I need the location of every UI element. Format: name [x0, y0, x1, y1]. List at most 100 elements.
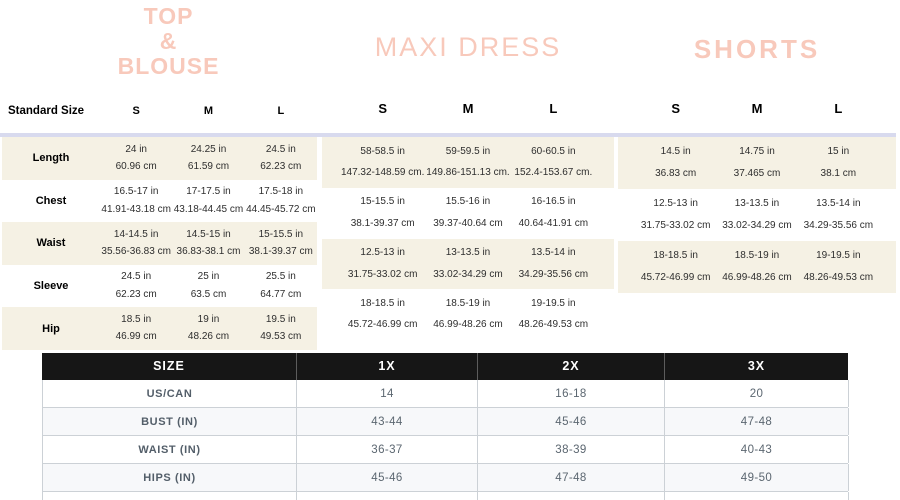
measurement-value: 60.96 cm — [115, 160, 157, 172]
measurement-value: 48.26 cm — [187, 331, 230, 343]
size-column-header: M — [203, 105, 214, 117]
measurement-cell: 17-17.5 in 43.18-44.45 cm — [172, 180, 244, 223]
plus-row-label: US/CAN — [43, 380, 297, 407]
measurement-value: 40.64-41.91 cm — [518, 217, 589, 229]
measurement-cell: 19-19.5 in 48.26-49.53 cm — [511, 289, 596, 340]
measurement-value: 19-19.5 in — [816, 250, 861, 261]
size-row: 12.5-13 in 31.75-33.02 cm 13-13.5 in 33.02-… — [322, 238, 614, 290]
size-row: 18-18.5 in 45.72-46.99 cm 18.5-19 in 46.99-… — [618, 241, 896, 293]
plus-value-cell — [478, 492, 665, 500]
size-row: 14.5 in 36.83 cm 14.75 in 37.465 cm 15 in 38.… — [618, 137, 896, 189]
size-column-header: M — [462, 101, 474, 116]
measurement-value: 46.99-48.26 cm — [433, 319, 503, 331]
size-column-header: S — [132, 105, 140, 117]
measurement-cell: 13.5-14 in 34.29-35.56 cm — [511, 239, 596, 290]
measurement-cell: 16-16.5 in 40.64-41.91 cm — [511, 188, 596, 239]
size-row: Chest 16.5-17 in 41.91-43.18 cm 17-17.5 in 4… — [2, 180, 317, 223]
plus-table-row-partial — [42, 492, 849, 500]
measurement-cell: 25.5 in 64.77 cm — [245, 265, 317, 308]
size-column-header: L — [277, 105, 285, 117]
measurement-cell: 18-18.5 in 45.72-46.99 cm — [635, 241, 716, 293]
row-label: Chest — [35, 194, 67, 207]
plus-value-cell: 43-44 — [297, 408, 478, 435]
measurement-cell: 15 in 38.1 cm — [798, 137, 879, 189]
top-blouse-title: TOP & BLOUSE — [61, 4, 276, 79]
plus-value-cell: 40-43 — [665, 436, 849, 463]
measurement-value: 18.5-19 in — [445, 297, 491, 309]
measurement-value: 17-17.5 in — [186, 186, 231, 198]
measurement-cell: 19-19.5 in 48.26-49.53 cm — [798, 241, 879, 293]
plus-value-cell: 45-46 — [297, 464, 478, 491]
size-row: Waist 14-14.5 in 35.56-36.83 cm 14.5-15 in 3… — [2, 222, 317, 265]
measurement-value: 33.02-34.29 cm — [433, 268, 503, 280]
measurement-value: 14.5-15 in — [186, 228, 231, 240]
size-column-header: M — [751, 101, 763, 116]
title-line: BLOUSE — [117, 53, 220, 79]
measurement-cell: 14-14.5 in 35.56-36.83 cm — [100, 222, 172, 265]
measurement-cell: 18.5-19 in 46.99-48.26 cm — [425, 289, 510, 340]
measurement-value: 45.72-46.99 cm — [640, 272, 711, 283]
measurement-value: 24 in — [125, 143, 147, 155]
measurement-value: 46.99-48.26 cm — [722, 272, 792, 283]
plus-table-header-row: SIZE 1X 2X 3X — [42, 353, 848, 380]
plus-column-header: 2X — [477, 353, 664, 380]
plus-value-cell: 45-46 — [478, 408, 665, 435]
measurement-value: 15 in — [827, 146, 850, 157]
measurement-value: 12.5-13 in — [360, 247, 405, 259]
measurement-value: 43.18-44.45 cm — [173, 203, 244, 215]
measurement-value: 34.29-35.56 cm — [518, 268, 589, 280]
measurement-cell: 19.5 in 49.53 cm — [245, 307, 317, 350]
measurement-cell: 60-60.5 in 152.4-153.67 cm. — [511, 137, 596, 188]
measurement-cell: 14.5-15 in 36.83-38.1 cm — [172, 222, 244, 265]
measurement-value: 35.56-36.83 cm — [101, 246, 171, 258]
measurement-cell: 18.5-19 in 46.99-48.26 cm — [716, 241, 797, 293]
measurement-cell: 58-58.5 in 147.32-148.59 cm. — [340, 137, 425, 188]
plus-row-label: HIPS (IN) — [43, 464, 297, 491]
measurement-value: 147.32-148.59 cm. — [340, 167, 425, 179]
measurement-value: 38.1-39.37 cm — [248, 246, 313, 258]
measurement-value: 60-60.5 in — [531, 145, 576, 157]
measurement-value: 16-16.5 in — [531, 196, 576, 208]
measurement-value: 34.29-35.56 cm — [803, 220, 874, 231]
size-header-row: Standard Size S M L — [2, 100, 317, 137]
plus-size-table: SIZE 1X 2X 3X US/CAN 14 16-18 20 BUST (IN) 43-44 4… — [42, 353, 849, 500]
plus-row-label: BUST (IN) — [43, 408, 297, 435]
size-row: 15-15.5 in 38.1-39.37 cm 15.5-16 in 39.37-4… — [322, 188, 614, 239]
measurement-value: 31.75-33.02 cm — [347, 268, 418, 280]
measurement-value: 61.59 cm — [187, 160, 230, 172]
measurement-cell: 12.5-13 in 31.75-33.02 cm — [340, 239, 425, 290]
measurement-cell: 15.5-16 in 39.37-40.64 cm — [425, 188, 510, 239]
measurement-value: 49.53 cm — [260, 331, 302, 343]
measurement-value: 33.02-34.29 cm — [722, 220, 792, 231]
measurement-cell: 13-13.5 in 33.02-34.29 cm — [425, 239, 510, 290]
row-label: Sleeve — [33, 280, 69, 293]
row-label: Length — [32, 152, 70, 165]
measurement-cell: 24.25 in 61.59 cm — [172, 137, 244, 180]
plus-value-cell: 14 — [297, 380, 478, 407]
plus-value-cell: 16-18 — [478, 380, 665, 407]
measurement-value: 15-15.5 in — [258, 228, 304, 240]
measurement-value: 64.77 cm — [260, 288, 302, 300]
maxi-dress-title: MAXI DRESS — [374, 32, 562, 62]
plus-value-cell: 38-39 — [478, 436, 665, 463]
measurement-cell: 19 in 48.26 cm — [172, 307, 244, 350]
plus-table-row: HIPS (IN) 45-46 47-48 49-50 — [42, 464, 849, 492]
measurement-cell: 17.5-18 in 44.45-45.72 cm — [245, 180, 317, 223]
measurement-cell: 15-15.5 in 38.1-39.37 cm — [340, 188, 425, 239]
plus-value-cell: 20 — [665, 380, 849, 407]
plus-table-row: BUST (IN) 43-44 45-46 47-48 — [42, 408, 849, 436]
measurement-cell: 24.5 in 62.23 cm — [100, 265, 172, 308]
size-row: 58-58.5 in 147.32-148.59 cm. 59-59.5 in 149… — [322, 137, 614, 188]
size-column-header: L — [549, 101, 558, 116]
measurement-value: 48.26-49.53 cm — [518, 319, 589, 331]
maxi-dress-table: S M L 58-58.5 in 147.32-148.59 cm. 59-59.5 in… — [322, 100, 614, 340]
measurement-value: 44.45-45.72 cm — [246, 203, 316, 215]
measurement-value: 39.37-40.64 cm — [433, 217, 503, 229]
tables-top-border — [0, 133, 896, 137]
row-label: Hip — [42, 322, 60, 335]
measurement-value: 152.4-153.67 cm. — [514, 167, 593, 179]
measurement-value: 18.5 in — [121, 314, 152, 326]
measurement-value: 37.465 cm — [733, 168, 781, 179]
size-row: Length 24 in 60.96 cm 24.25 in 61.59 cm 24.5 … — [2, 137, 317, 180]
